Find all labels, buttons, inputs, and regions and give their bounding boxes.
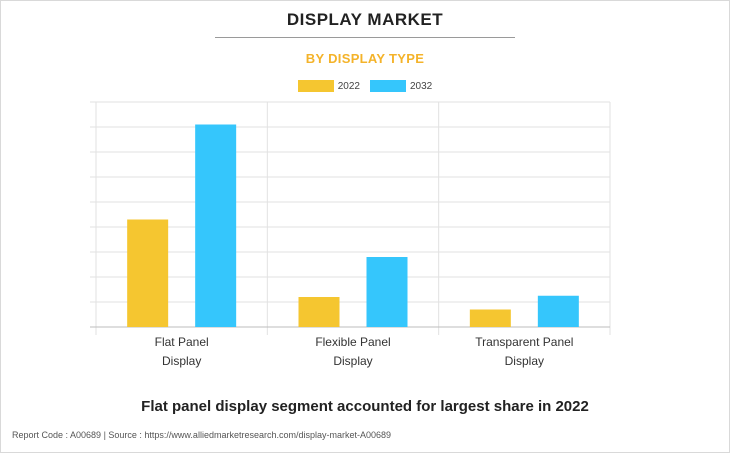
legend-item-2022[interactable]: 2022 — [297, 80, 360, 92]
legend-label-2032: 2032 — [410, 80, 433, 92]
bar-2032-1 — [366, 257, 408, 327]
x-tick-label: Flat Panel — [155, 335, 209, 349]
bar-2022-0 — [127, 219, 169, 327]
x-tick-label: Display — [162, 354, 201, 368]
report-footer: Report Code : A00689 | Source : https://… — [12, 430, 392, 440]
legend-swatch-2022 — [297, 80, 334, 92]
legend-swatch-2032 — [370, 80, 406, 92]
bar-2022-1 — [298, 297, 340, 327]
bar-chart: Flat Panel Display Flexible Panel Display Tr… — [90, 101, 611, 368]
chart-legend: 2022 2032 — [0, 80, 730, 92]
bar-2032-0 — [195, 124, 237, 327]
legend-item-2032[interactable]: 2032 — [370, 80, 432, 92]
bar-2022-2 — [469, 309, 511, 327]
x-tick-label: Display — [333, 354, 372, 368]
legend-label-2022: 2022 — [337, 80, 360, 92]
chart-subtitle: BY DISPLAY TYPE — [305, 51, 425, 66]
title-divider — [215, 37, 515, 38]
bar-2032-2 — [537, 295, 579, 327]
x-tick-label: Transparent Panel — [475, 335, 573, 349]
x-tick-label: Display — [505, 354, 544, 368]
chart-caption: Flat panel display segment accounted for… — [141, 398, 589, 415]
x-tick-label: Flexible Panel — [315, 335, 390, 349]
chart-title: DISPLAY MARKET — [286, 10, 444, 29]
